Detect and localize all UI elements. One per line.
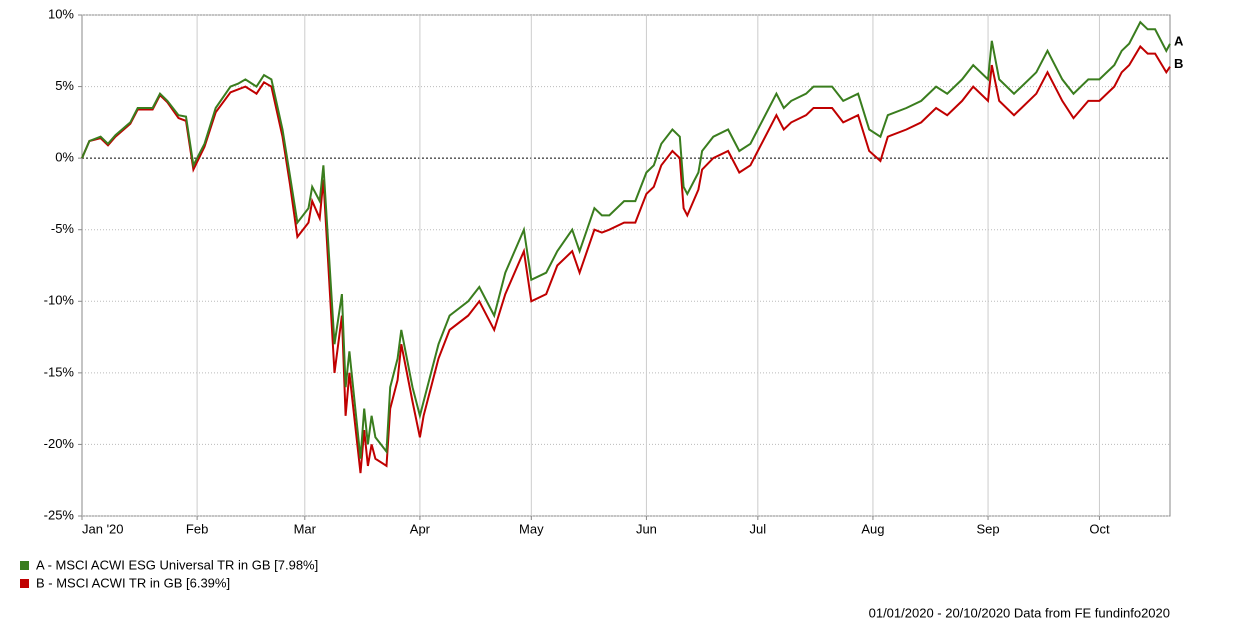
- x-tick-label: Sep: [976, 521, 999, 536]
- x-tick-label: Feb: [186, 521, 208, 536]
- x-tick-label: Apr: [410, 521, 431, 536]
- y-tick-label: -10%: [44, 293, 75, 308]
- x-tick-label: Mar: [294, 521, 317, 536]
- x-tick-label: Jan '20: [82, 521, 124, 536]
- y-tick-label: -25%: [44, 507, 75, 522]
- series-end-label: B: [1174, 56, 1183, 71]
- x-tick-label: May: [519, 521, 544, 536]
- legend-swatch: [20, 561, 29, 570]
- series-line: [81, 44, 1171, 474]
- y-tick-label: 0%: [55, 150, 74, 165]
- x-tick-label: Oct: [1089, 521, 1110, 536]
- y-tick-label: -5%: [51, 221, 75, 236]
- x-tick-label: Jul: [750, 521, 767, 536]
- series-line: [81, 20, 1171, 459]
- plot-frame: [81, 14, 1171, 517]
- series-end-label: A: [1174, 33, 1184, 48]
- legend-label: B - MSCI ACWI TR in GB [6.39%]: [36, 575, 230, 590]
- y-tick-label: 10%: [48, 6, 74, 21]
- footer: 01/01/2020 - 20/10/2020 Data from FE fun…: [869, 605, 1170, 620]
- y-tick-label: 5%: [55, 78, 74, 93]
- x-tick-label: Jun: [636, 521, 657, 536]
- legend-label: A - MSCI ACWI ESG Universal TR in GB [7.…: [36, 557, 318, 572]
- y-tick-label: -15%: [44, 364, 75, 379]
- x-tick-label: Aug: [861, 521, 884, 536]
- legend-swatch: [20, 579, 29, 588]
- y-tick-label: -20%: [44, 436, 75, 451]
